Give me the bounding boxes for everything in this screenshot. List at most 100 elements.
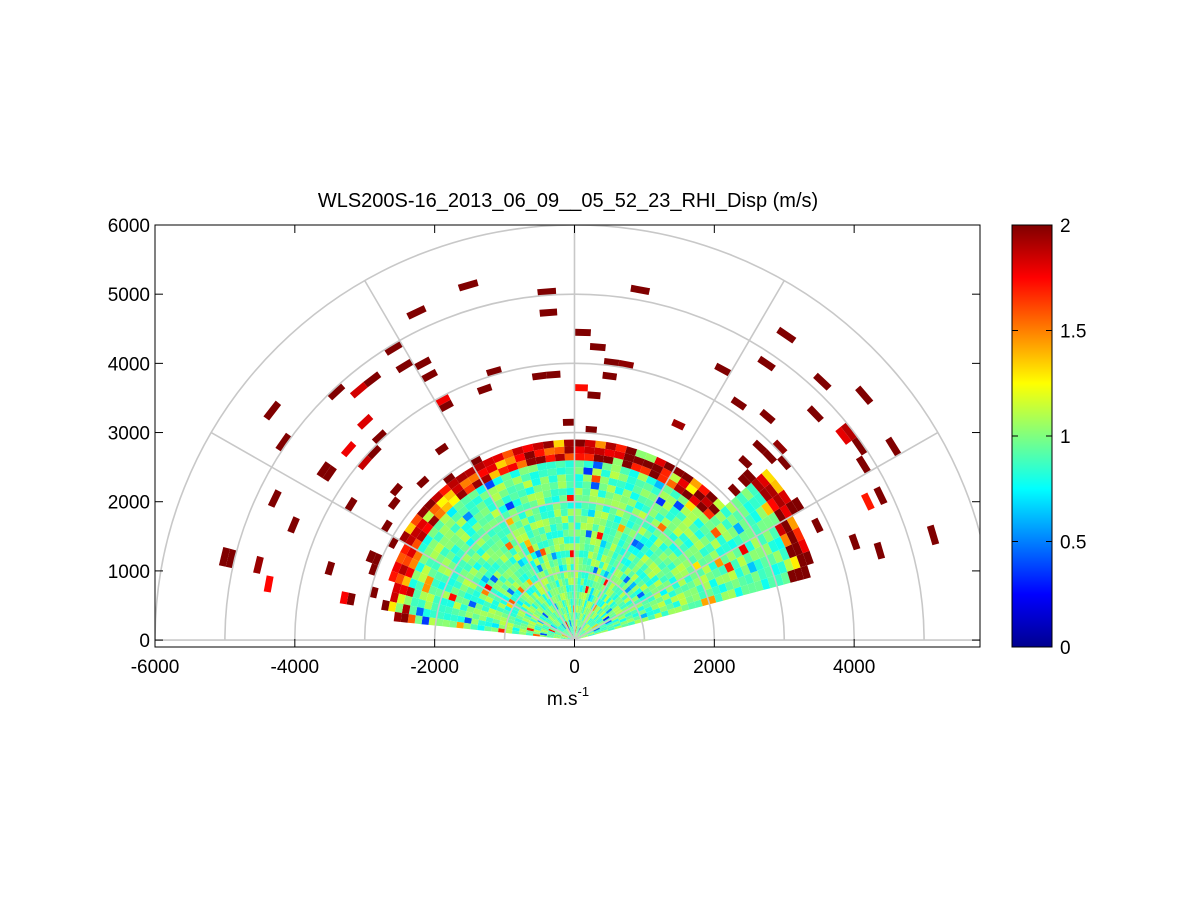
scan-cell xyxy=(495,539,505,549)
scan-cell xyxy=(529,618,538,624)
scan-cell xyxy=(606,484,617,494)
scan-cell xyxy=(530,593,538,601)
scan-cell xyxy=(614,586,622,594)
scan-cell xyxy=(726,538,738,551)
scan-cell xyxy=(616,588,624,597)
scan-cell xyxy=(381,599,390,611)
scan-cell xyxy=(840,422,858,441)
scan-cell xyxy=(600,576,607,585)
scan-cell xyxy=(434,571,444,581)
scan-cell xyxy=(460,542,471,553)
scan-cell xyxy=(533,629,541,633)
scan-cell xyxy=(588,619,595,626)
scan-cell xyxy=(518,631,527,635)
scan-cell xyxy=(658,532,669,543)
scan-cell xyxy=(578,620,582,628)
scan-cell xyxy=(685,595,695,604)
scan-cell xyxy=(526,609,534,616)
scan-cell xyxy=(450,544,461,555)
scan-cell xyxy=(541,626,549,631)
scan-cell xyxy=(579,630,585,636)
scan-cell xyxy=(538,504,547,514)
scan-cell xyxy=(477,579,487,589)
scan-cell xyxy=(450,586,460,596)
scan-cell xyxy=(855,455,872,474)
scan-cell xyxy=(736,555,747,567)
scan-cell xyxy=(531,528,540,537)
scan-cell xyxy=(570,557,575,565)
scan-cell xyxy=(662,579,672,589)
scan-cell xyxy=(721,572,732,584)
scan-cell xyxy=(534,491,544,500)
scan-cell xyxy=(520,583,528,592)
scan-cell xyxy=(548,628,556,633)
scan-cell xyxy=(540,614,548,620)
scan-cell xyxy=(664,511,676,522)
scan-cell xyxy=(444,539,455,551)
scan-cell xyxy=(500,616,508,623)
scan-cell xyxy=(611,521,620,531)
scan-cell xyxy=(344,496,358,513)
scan-cell xyxy=(263,400,282,421)
y-tick-label: 0 xyxy=(139,631,150,652)
scan-cell xyxy=(574,570,579,578)
scan-cell xyxy=(698,546,710,558)
scan-cell xyxy=(599,592,605,600)
scan-cell xyxy=(636,591,645,599)
scan-cell xyxy=(564,543,570,551)
scan-cell xyxy=(567,515,575,523)
scan-cell xyxy=(459,603,469,612)
scan-cell xyxy=(731,546,743,559)
scan-cell xyxy=(751,478,765,493)
scan-cell xyxy=(571,626,574,634)
scan-cell xyxy=(585,564,591,573)
scan-cell xyxy=(732,509,745,523)
scan-cell xyxy=(527,622,536,628)
scan-cell xyxy=(621,606,629,613)
scan-cell xyxy=(457,505,469,517)
scan-cell xyxy=(577,612,581,620)
scan-cell xyxy=(607,625,615,630)
scan-cell xyxy=(611,584,619,592)
scan-cell xyxy=(574,564,579,571)
scan-cell xyxy=(560,637,568,640)
scan-cell xyxy=(730,396,748,411)
scan-cell xyxy=(601,593,608,601)
scan-cell xyxy=(584,453,595,462)
scan-cell xyxy=(662,556,673,567)
scan-cell xyxy=(668,552,678,562)
scan-cell xyxy=(540,629,548,633)
scan-cell xyxy=(489,574,499,584)
scan-cell xyxy=(556,627,564,633)
scan-cell xyxy=(727,569,738,581)
scan-cell xyxy=(450,511,463,523)
scan-cell xyxy=(602,562,609,571)
scan-cell xyxy=(616,479,627,489)
scan-cell xyxy=(461,597,471,606)
scan-cell xyxy=(444,606,453,615)
scan-cell xyxy=(485,616,494,623)
scan-cell xyxy=(552,612,559,619)
scan-cell xyxy=(504,605,513,612)
scan-cell xyxy=(495,482,507,493)
scan-cell xyxy=(545,503,554,512)
scan-cell xyxy=(414,615,423,625)
scan-cell xyxy=(453,580,463,590)
scan-cell xyxy=(578,598,582,606)
scan-cell xyxy=(579,613,584,621)
scan-cell xyxy=(672,600,681,608)
scan-cell xyxy=(720,505,733,519)
scan-cell xyxy=(576,626,580,634)
scan-cell xyxy=(638,609,647,616)
scan-cell xyxy=(595,606,601,614)
scan-cell xyxy=(632,485,643,495)
scan-cell xyxy=(476,556,487,567)
scan-cell xyxy=(699,535,711,547)
scan-cell xyxy=(606,534,615,544)
scan-cell xyxy=(747,582,757,594)
scan-cell xyxy=(613,515,623,524)
scan-cell xyxy=(482,456,495,468)
scan-cell xyxy=(434,508,446,520)
scan-cell xyxy=(589,343,606,352)
scan-cell xyxy=(517,558,525,568)
